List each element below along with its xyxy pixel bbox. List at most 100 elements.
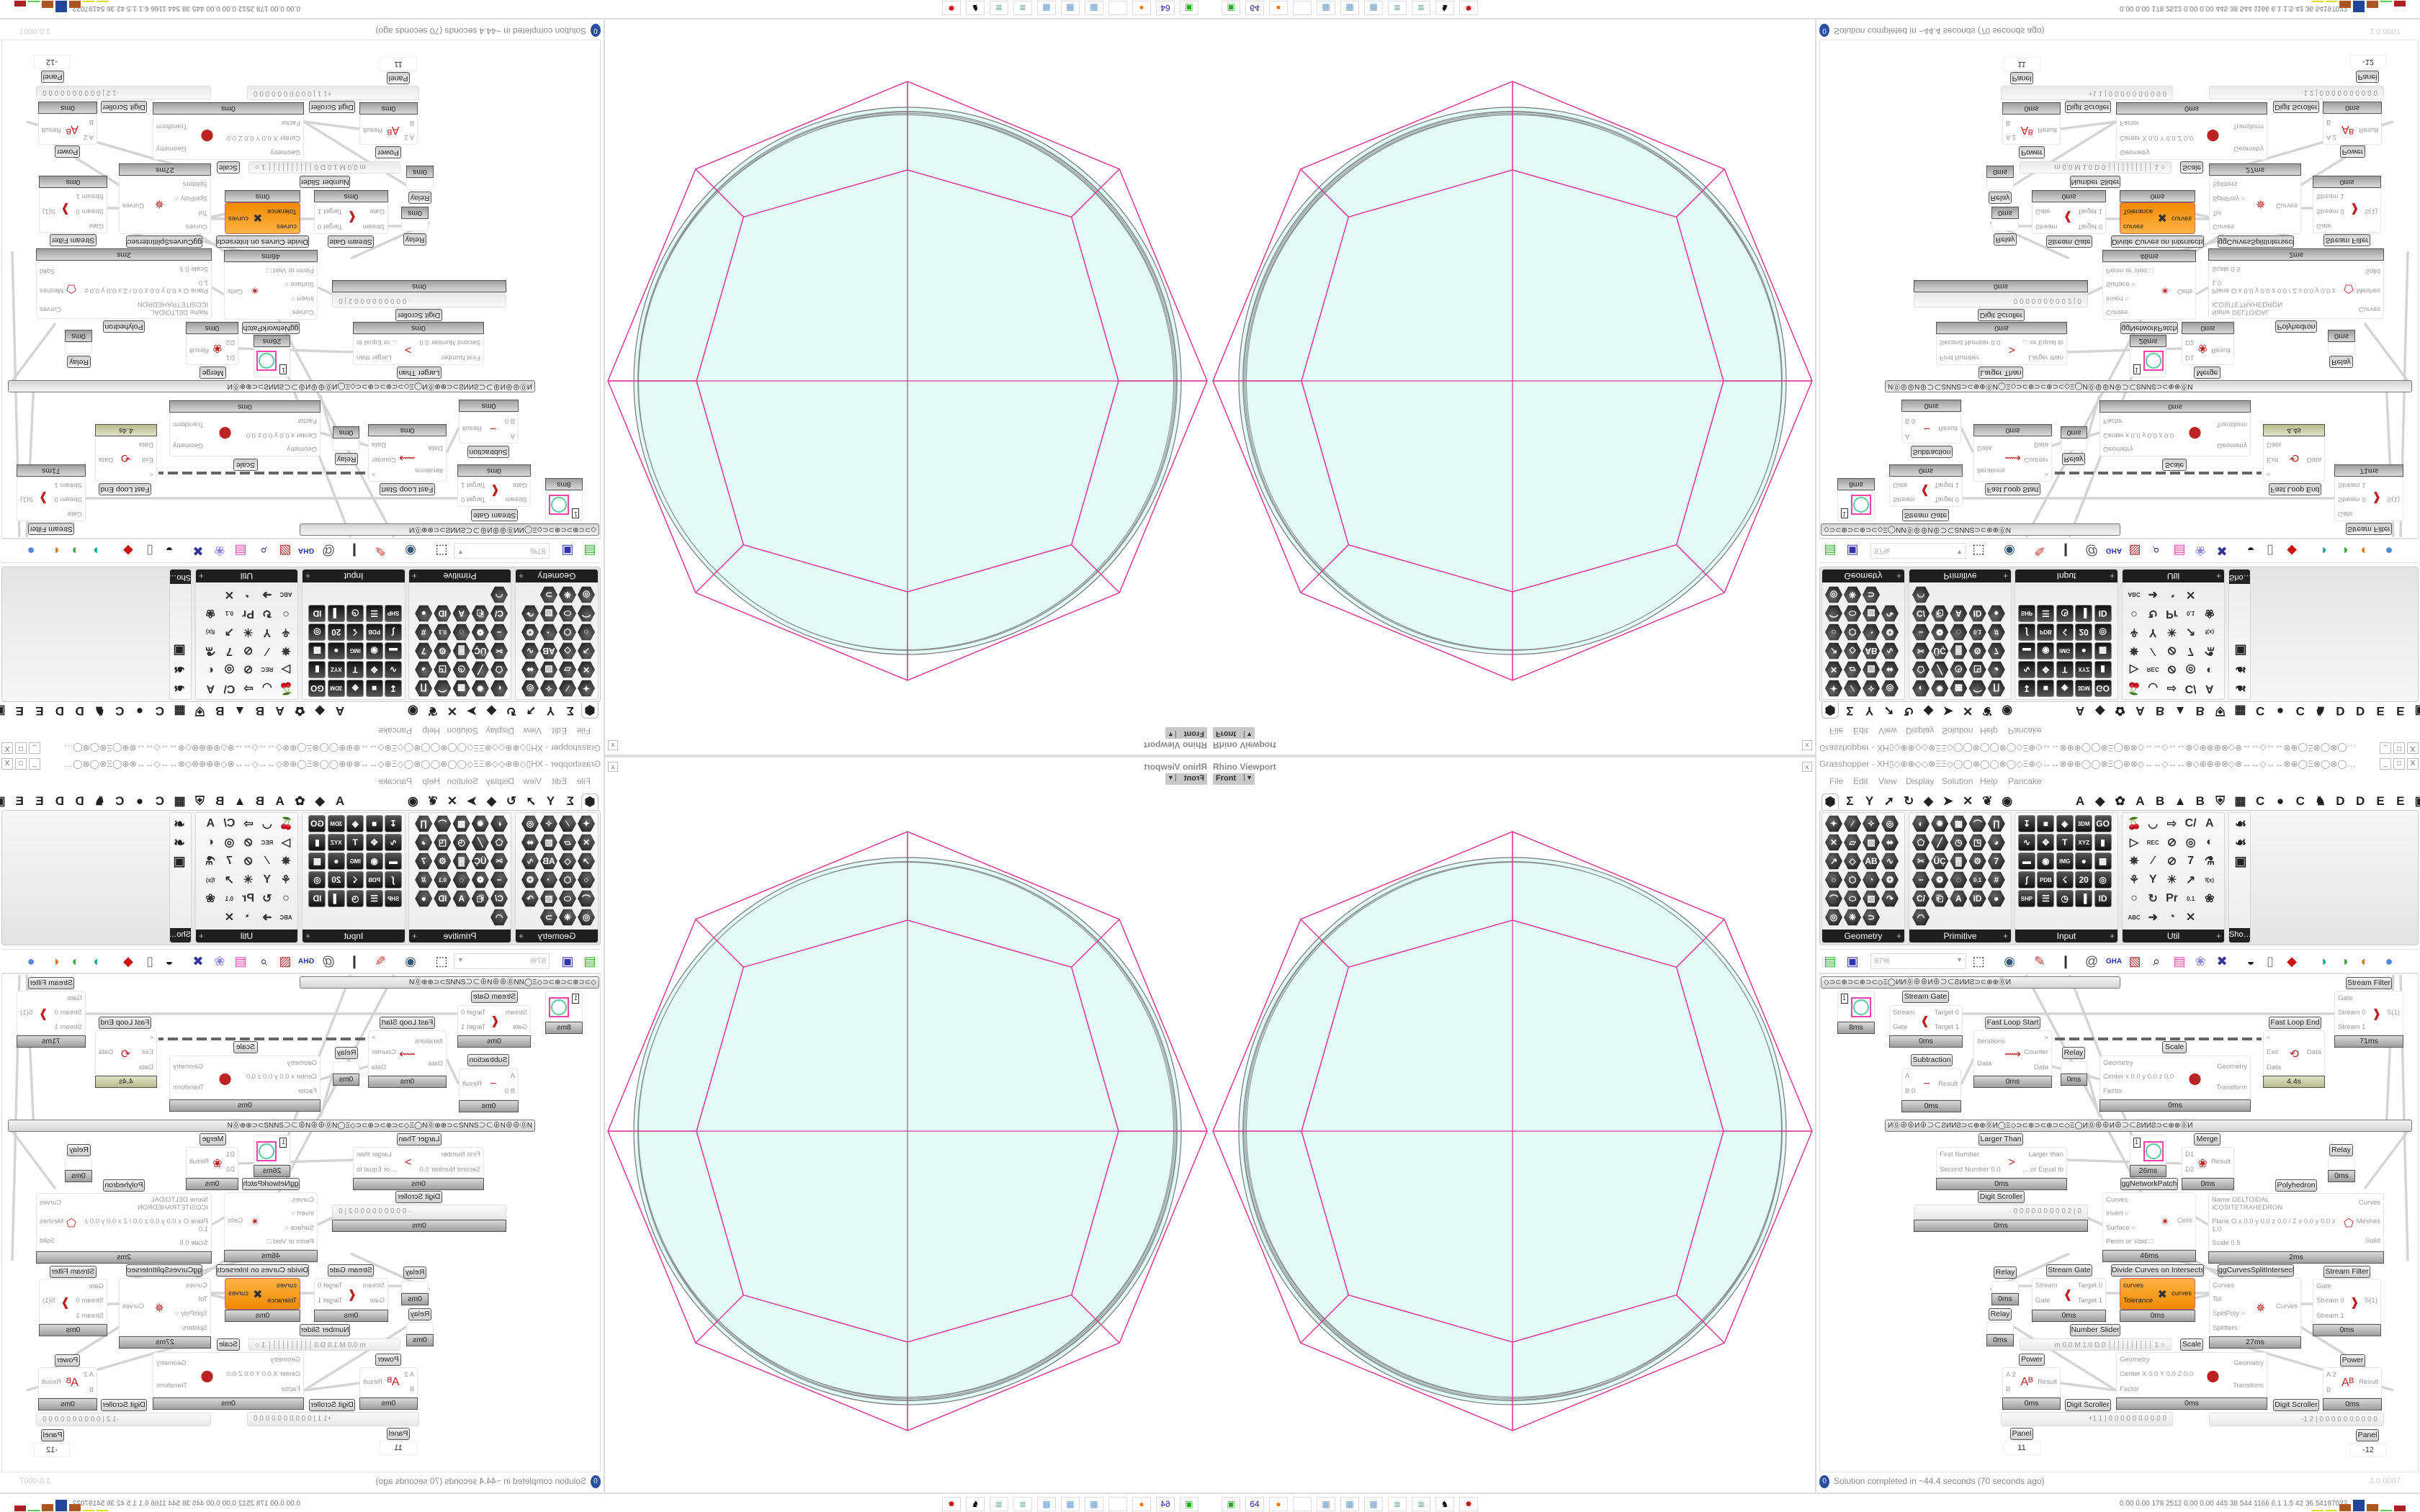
component-icon[interactable]: ❀	[205, 893, 215, 905]
gha-icon[interactable]: GHA	[2105, 546, 2123, 555]
component-icon[interactable]: ◔	[540, 871, 557, 888]
input-port[interactable]: Tolerance	[2123, 207, 2154, 215]
component-icon[interactable]: ∏	[1987, 815, 2005, 832]
component-icon[interactable]: ◷	[2056, 890, 2074, 907]
scale-component[interactable]: Geometry Center X 0.0 Y 0.0 Z 0.0 Factor Ge…	[2116, 114, 2267, 160]
magnet-icon[interactable]: ❙	[2060, 953, 2071, 968]
component-icon[interactable]: ÜÇ	[1931, 642, 1948, 660]
relay-component[interactable]	[333, 1061, 359, 1074]
new-file-icon[interactable]: ▤	[1824, 953, 1837, 968]
tab-icon[interactable]: Y	[546, 704, 555, 718]
teal-shape-icon[interactable]: ◗	[2320, 544, 2329, 559]
param-component[interactable]: 1	[254, 1135, 290, 1165]
component-icon[interactable]: PDB	[2037, 871, 2055, 888]
tab-icon[interactable]: ▲	[2174, 794, 2187, 808]
component-icon[interactable]: ∕	[1844, 680, 1861, 697]
eye-icon[interactable]: ◉	[2004, 544, 2015, 559]
component-icon[interactable]: ⊘	[243, 663, 254, 675]
output-port[interactable]: Result	[2359, 125, 2378, 134]
input-port[interactable]: Stream 0	[76, 1297, 104, 1305]
relay-label[interactable]: Relay	[1994, 233, 2017, 246]
component-icon[interactable]: ▓	[453, 852, 470, 870]
input-port[interactable]: Splitters	[182, 1323, 207, 1332]
sketch-pen-icon[interactable]: ✎	[375, 953, 386, 968]
tab-icon[interactable]: ⬢	[581, 793, 599, 809]
input-port[interactable]: Stream	[1893, 1008, 1915, 1017]
component-icon[interactable]: ∫	[2018, 624, 2035, 641]
component-icon[interactable]: ■	[2037, 680, 2055, 697]
input-port[interactable]: Tolerance	[266, 207, 297, 215]
new-file-icon[interactable]: ▤	[583, 953, 596, 968]
stream-gate-component[interactable]: Stream Gate Target 0 Target 1 ❰	[2032, 1278, 2106, 1310]
stream-gate-component[interactable]: Stream Gate Target 0 Target 1 ❰	[457, 477, 531, 507]
power-component[interactable]: A 2 B Result Aᴮ	[38, 1367, 97, 1398]
component-icon[interactable]: Y	[2148, 873, 2157, 886]
input-port[interactable]: Data	[2267, 1063, 2282, 1071]
tab-icon[interactable]: ◆	[315, 704, 325, 718]
digit-scroller-label[interactable]: Digit Scroller	[2273, 101, 2319, 113]
group-header[interactable]: И⓪⊕⊕И⊕⊃⊂ƧИИƧ⊃⊂⊕⊕⓪И◯Ξ◇⊃⊂⊕⊃⊂⊕⊃⊂◇Ξ◯И⓪⊕⊕И⊕⊃⊂…	[1885, 1120, 2412, 1132]
terminal-icon[interactable]: ▣	[1180, 1497, 1198, 1511]
output-port[interactable]: curves	[2172, 1289, 2192, 1297]
component-icon[interactable]: ID	[434, 605, 451, 622]
output-port[interactable]: Data	[2033, 441, 2048, 449]
output-port[interactable]: Cells	[228, 1216, 243, 1225]
component-icon[interactable]: 20	[327, 624, 345, 641]
component-icon[interactable]: ✥	[2037, 661, 2055, 678]
eye-icon[interactable]: ◉	[405, 953, 416, 968]
calculator-icon[interactable]: ▦	[1317, 1497, 1335, 1511]
output-port[interactable]: Result	[462, 1079, 482, 1088]
fast-loop-end-label[interactable]: Fast Loop End	[99, 483, 151, 495]
component-icon[interactable]: ▧	[540, 890, 557, 907]
component-icon[interactable]: ✧	[1863, 815, 1880, 832]
output-port[interactable]: Larger than	[357, 1151, 392, 1159]
component-icon[interactable]: ID	[1968, 890, 1986, 907]
output-port[interactable]: S(1)	[20, 495, 33, 504]
firefox-icon[interactable]: ●	[1132, 1, 1151, 15]
output-port[interactable]: Result	[1938, 1079, 1958, 1088]
stream-filter-label[interactable]: Stream Filter	[2346, 977, 2392, 989]
component-icon[interactable]: 0.1	[225, 610, 233, 617]
tab-icon[interactable]: ▦	[2234, 704, 2246, 718]
green-shape-icon[interactable]: ◑	[71, 953, 80, 968]
input-port[interactable]: Factor	[2120, 119, 2139, 127]
component-icon[interactable]: ↗	[578, 852, 595, 870]
menu-edit[interactable]: Edit	[552, 726, 567, 736]
tab-icon[interactable]: ↻	[1904, 794, 1914, 808]
tab-icon[interactable]: ✿	[2115, 704, 2125, 718]
input-port[interactable]: Curves	[2213, 222, 2235, 231]
component-icon[interactable]: ◈	[346, 680, 364, 697]
component-icon[interactable]: ➜	[2148, 588, 2158, 600]
menu-file[interactable]: File	[1829, 726, 1844, 736]
polyhedron-label[interactable]: Polyhedron	[103, 320, 145, 333]
component-icon[interactable]: ❁	[472, 624, 489, 641]
component-icon[interactable]: ⬌	[1881, 661, 1899, 678]
menu-pancake[interactable]: Pancake	[2008, 776, 2042, 786]
maximize-button[interactable]: □	[2393, 758, 2405, 770]
component-icon[interactable]: ⬡	[559, 871, 576, 888]
search-icon[interactable]: ⌕	[2152, 544, 2161, 559]
component-icon[interactable]: ▮	[2094, 834, 2112, 851]
panel[interactable]: 11	[380, 57, 417, 71]
component-icon[interactable]: ◈	[2056, 815, 2074, 832]
output-port[interactable]: Result	[2211, 1158, 2231, 1166]
number-slider-slider[interactable]: m 0.0 M 1.0 D 0 ││││││││││ 1 ○	[248, 161, 400, 174]
component-icon[interactable]: REC	[261, 839, 274, 846]
tab-icon[interactable]: ♞	[94, 704, 106, 718]
digit-scroller-label[interactable]: Digit Scroller	[1978, 309, 2025, 321]
power-component[interactable]: A 2 B Result Aᴮ	[2323, 1367, 2382, 1398]
output-port[interactable]: Geometry	[2233, 144, 2264, 153]
output-port[interactable]: Data	[2033, 1063, 2048, 1071]
tab-icon[interactable]: ➤	[467, 794, 478, 808]
param-value[interactable]: 1	[1841, 508, 1848, 518]
component-icon[interactable]: ⊃	[1863, 909, 1880, 926]
tab-icon[interactable]: ➤	[1942, 704, 1953, 718]
component-icon[interactable]: ◉	[2037, 852, 2055, 870]
input-port[interactable]: Stream 0	[54, 495, 82, 504]
component-icon[interactable]: f(x)	[2205, 876, 2215, 883]
component-icon[interactable]: ⊃	[540, 909, 557, 926]
tab-icon[interactable]: ◆	[486, 794, 497, 808]
output-port[interactable]: Target 0	[318, 222, 343, 230]
wolf-icon[interactable]: ♞	[966, 1497, 985, 1511]
